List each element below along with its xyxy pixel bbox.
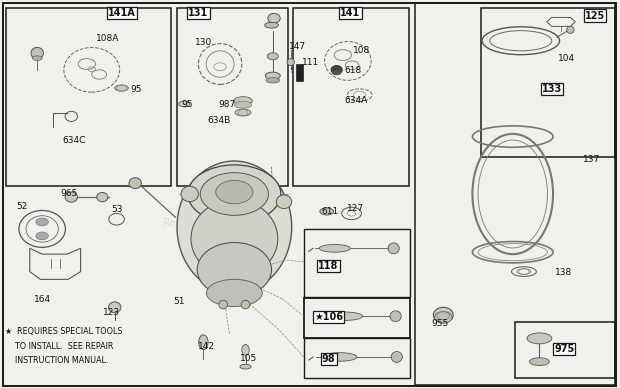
Ellipse shape [391, 352, 402, 362]
Ellipse shape [567, 26, 574, 33]
Ellipse shape [32, 56, 42, 61]
Text: 141: 141 [340, 8, 360, 18]
Bar [296, 64, 303, 81]
Text: 127: 127 [347, 204, 365, 213]
Text: 118: 118 [319, 261, 339, 271]
Circle shape [36, 232, 48, 240]
Bar [293, 8, 409, 186]
Ellipse shape [319, 244, 350, 252]
Ellipse shape [435, 312, 452, 323]
Ellipse shape [266, 78, 280, 83]
Text: 51: 51 [174, 297, 185, 307]
Bar [6, 8, 170, 186]
Ellipse shape [326, 312, 363, 320]
Ellipse shape [129, 178, 141, 189]
Text: 975: 975 [554, 344, 574, 354]
Text: 108A: 108A [96, 34, 120, 43]
Ellipse shape [323, 353, 357, 361]
Text: 634A: 634A [345, 95, 368, 105]
Text: 164: 164 [34, 295, 51, 304]
Ellipse shape [219, 300, 228, 309]
Text: 98: 98 [322, 354, 335, 364]
Ellipse shape [235, 109, 251, 116]
Circle shape [200, 173, 268, 215]
Ellipse shape [265, 22, 278, 28]
Text: 634C: 634C [62, 136, 86, 146]
Circle shape [188, 165, 281, 223]
Bar [304, 229, 410, 297]
Ellipse shape [527, 333, 552, 344]
Text: 111: 111 [302, 57, 319, 67]
Text: TO INSTALL.  SEE REPAIR: TO INSTALL. SEE REPAIR [5, 342, 113, 351]
Text: 95: 95 [181, 100, 193, 109]
Ellipse shape [265, 72, 280, 79]
Ellipse shape [529, 358, 549, 365]
Text: 53: 53 [112, 205, 123, 214]
Ellipse shape [179, 101, 190, 107]
Ellipse shape [97, 192, 108, 202]
Ellipse shape [31, 47, 43, 59]
Bar [304, 338, 410, 378]
Ellipse shape [332, 71, 341, 75]
Text: 618: 618 [344, 66, 361, 75]
Text: 95: 95 [130, 85, 142, 94]
Bar [304, 298, 410, 338]
Text: 130: 130 [195, 38, 213, 47]
Circle shape [216, 180, 253, 204]
Ellipse shape [206, 279, 262, 307]
Text: 131: 131 [188, 8, 208, 18]
Text: 138: 138 [555, 268, 572, 277]
Text: 104: 104 [558, 54, 575, 64]
Ellipse shape [433, 307, 453, 323]
Ellipse shape [115, 85, 128, 91]
Ellipse shape [177, 161, 292, 293]
Text: INSTRUCTION MANUAL.: INSTRUCTION MANUAL. [5, 357, 108, 365]
Ellipse shape [267, 53, 278, 60]
Bar [177, 8, 288, 186]
Text: 965: 965 [61, 189, 78, 199]
Ellipse shape [331, 66, 342, 74]
Text: 105: 105 [240, 354, 257, 364]
Text: 123: 123 [103, 308, 120, 317]
Text: ReplacementParts.com: ReplacementParts.com [163, 218, 283, 228]
Bar [480, 8, 615, 157]
Bar [515, 322, 615, 378]
Text: 955: 955 [431, 319, 448, 329]
Ellipse shape [191, 200, 278, 277]
Ellipse shape [234, 97, 252, 105]
Ellipse shape [320, 208, 334, 215]
Text: 142: 142 [198, 341, 215, 351]
Text: 987: 987 [218, 100, 236, 109]
Ellipse shape [242, 345, 249, 355]
Circle shape [36, 218, 48, 226]
Ellipse shape [390, 311, 401, 322]
Ellipse shape [197, 242, 272, 297]
Ellipse shape [108, 302, 121, 313]
Ellipse shape [240, 364, 251, 369]
Text: 634B: 634B [208, 116, 231, 125]
Ellipse shape [287, 59, 294, 66]
Text: ★  REQUIRES SPECIAL TOOLS: ★ REQUIRES SPECIAL TOOLS [5, 327, 123, 336]
Text: 147: 147 [289, 42, 306, 51]
Text: 611: 611 [321, 206, 339, 216]
Text: ★106: ★106 [314, 312, 343, 322]
Ellipse shape [277, 195, 292, 209]
Ellipse shape [234, 101, 252, 108]
Ellipse shape [268, 13, 280, 23]
Text: 52: 52 [16, 202, 27, 211]
Ellipse shape [181, 186, 198, 202]
Text: 141A: 141A [108, 8, 136, 18]
Text: 137: 137 [583, 154, 600, 164]
Ellipse shape [388, 243, 399, 254]
Bar [415, 3, 615, 385]
Ellipse shape [65, 192, 78, 202]
Ellipse shape [241, 300, 250, 309]
Ellipse shape [198, 335, 208, 350]
Text: 133: 133 [542, 84, 562, 94]
Text: 125: 125 [585, 10, 605, 21]
Text: 108: 108 [353, 46, 371, 55]
